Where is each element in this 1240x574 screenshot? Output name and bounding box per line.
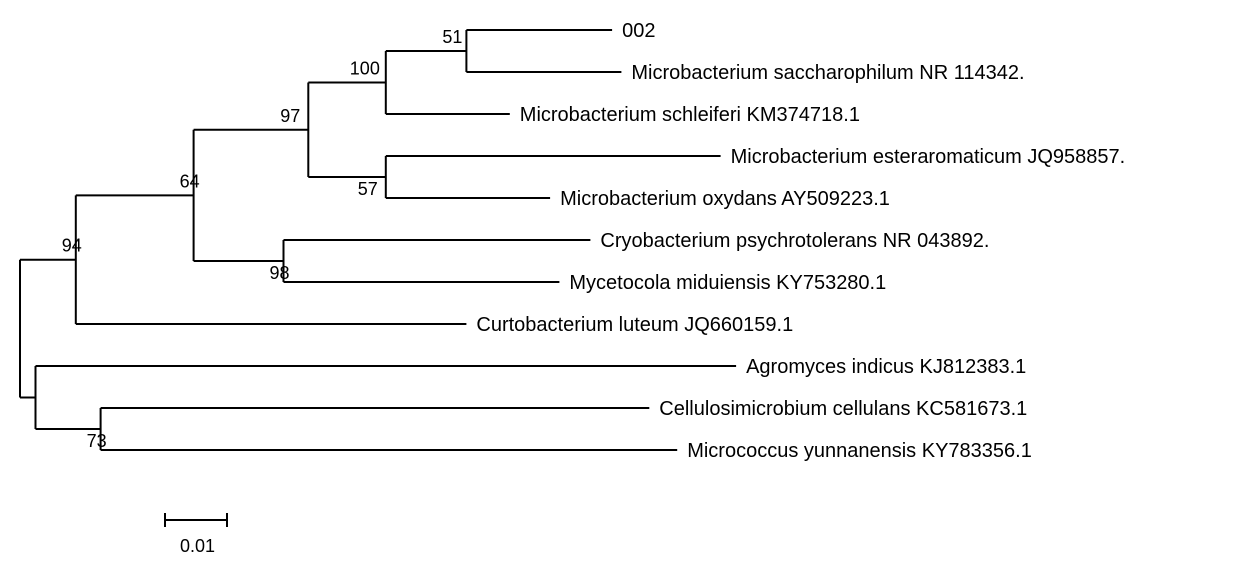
taxon-label: Microbacterium esteraromaticum JQ958857. (731, 146, 1126, 168)
bootstrap-label: 51 (442, 27, 462, 47)
taxon-label: Curtobacterium luteum JQ660159.1 (476, 314, 793, 336)
taxon-label: Cellulosimicrobium cellulans KC581673.1 (659, 398, 1027, 420)
bootstrap-label: 97 (280, 106, 300, 126)
bootstrap-label: 73 (87, 431, 107, 451)
taxon-label: Agromyces indicus KJ812383.1 (746, 356, 1026, 378)
taxon-label: Microbacterium oxydans AY509223.1 (560, 188, 890, 210)
bootstrap-label: 100 (350, 59, 380, 79)
taxon-label: Microbacterium saccharophilum NR 114342. (631, 62, 1024, 84)
taxon-label: Micrococcus yunnanensis KY783356.1 (687, 440, 1032, 462)
bootstrap-label: 57 (358, 179, 378, 199)
taxon-label: Cryobacterium psychrotolerans NR 043892. (600, 230, 989, 252)
taxon-label: 002 (622, 20, 655, 42)
taxon-label: Microbacterium schleiferi KM374718.1 (520, 104, 860, 126)
bootstrap-label: 98 (270, 263, 290, 283)
taxon-label: Mycetocola miduiensis KY753280.1 (569, 272, 886, 294)
bootstrap-label: 94 (62, 236, 82, 256)
scale-bar-label: 0.01 (180, 536, 215, 556)
bootstrap-label: 64 (180, 171, 200, 191)
